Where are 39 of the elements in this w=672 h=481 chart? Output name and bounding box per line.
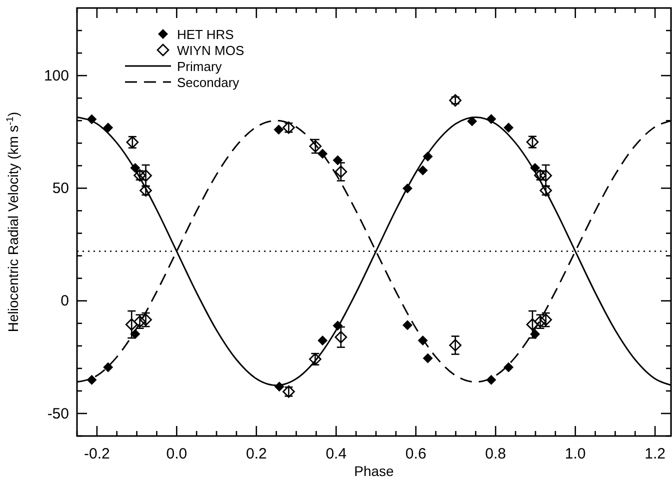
point [486, 375, 496, 385]
legend-label: WIYN MOS [177, 43, 244, 58]
y-tick-label: 50 [52, 180, 69, 198]
point [540, 169, 552, 182]
y-tick-label: 100 [44, 67, 69, 84]
point [423, 354, 433, 363]
point [334, 166, 348, 178]
x-tick-label: 0.8 [485, 446, 506, 463]
point [318, 336, 328, 346]
x-tick-label: 1.2 [644, 446, 666, 463]
point [274, 124, 284, 134]
point [418, 166, 428, 176]
point [140, 169, 152, 182]
point [449, 339, 462, 352]
point [402, 320, 412, 330]
y-tick-label: -50 [47, 405, 69, 422]
point [333, 156, 342, 165]
point [334, 330, 348, 344]
point [87, 375, 96, 385]
legend-label: Secondary [177, 75, 240, 90]
point [125, 318, 138, 331]
point [103, 122, 113, 132]
point [467, 116, 477, 126]
x-tick-label: 0.6 [405, 446, 426, 463]
x-tick-label: 1.0 [564, 446, 586, 463]
x-tick-label: 0.4 [326, 446, 347, 463]
x-tick-label: -0.2 [84, 446, 110, 463]
point [103, 362, 113, 372]
point [504, 122, 514, 132]
point [318, 149, 328, 158]
legend-label: Primary [177, 59, 222, 74]
point [526, 318, 539, 331]
point [504, 362, 514, 372]
x-tick-label: 0.2 [246, 446, 267, 463]
legend-label: HET HRS [177, 27, 234, 42]
x-tick-label: 0.0 [166, 446, 188, 463]
y-tick-label: 0 [60, 292, 69, 310]
point [449, 94, 462, 107]
x-axis-title: Phase [354, 463, 394, 479]
